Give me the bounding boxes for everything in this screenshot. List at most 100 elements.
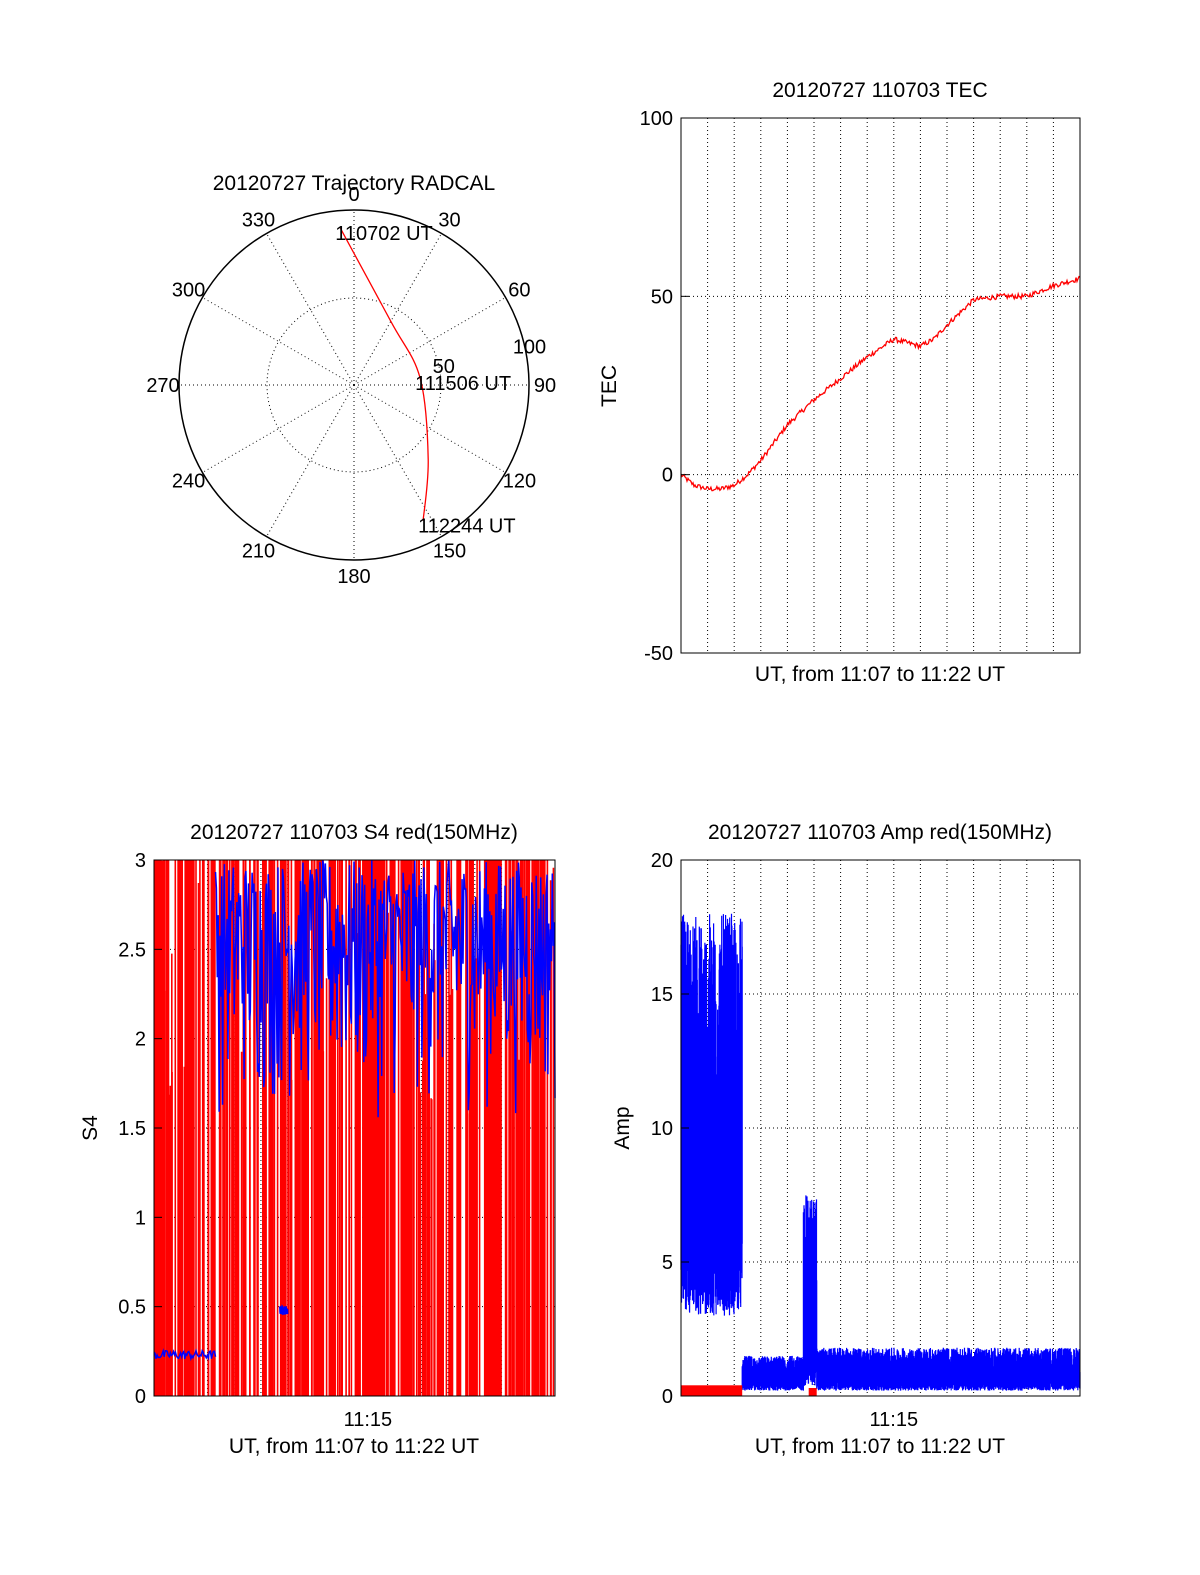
amp-ytick-label: 10 — [651, 1118, 673, 1140]
amp-x-ticks: 11:15 — [870, 1409, 919, 1431]
polar-angle-label: 60 — [508, 280, 530, 302]
s4-red-block — [320, 860, 324, 1396]
trajectory-annotation: 110702 UT — [335, 223, 432, 245]
tec-panel: 20120727 110703 TEC -50 0 50 100 TEC UT, fr… — [598, 79, 1081, 686]
polar-inner-ring — [266, 297, 442, 473]
s4-red-block — [499, 860, 502, 1396]
s4-blue-segment — [278, 1304, 289, 1316]
tec-ytick-label: -50 — [644, 643, 673, 665]
amp-y-label: Amp — [611, 1106, 634, 1149]
polar-angle-label: 300 — [172, 280, 205, 302]
s4-xtick-label: 11:15 — [344, 1409, 393, 1431]
s4-red-block — [187, 860, 192, 1396]
polar-outer-ring — [178, 209, 530, 561]
tec-y-ticks: -50 0 50 100 — [640, 108, 689, 665]
s4-red-block — [488, 860, 493, 1396]
tec-ytick-label: 50 — [651, 286, 673, 308]
s4-panel: 20120727 110703 S4 red(150MHz) 0 0.5 1 1.5 2… — [79, 821, 556, 1458]
tec-ytick-label: 0 — [662, 465, 673, 487]
amp-panel: 20120727 110703 Amp red(150MHz) 0 5 10 15 20… — [611, 821, 1081, 1458]
s4-ytick-label: 0.5 — [118, 1297, 146, 1319]
s4-y-label: S4 — [79, 1115, 102, 1141]
amp-y-ticks: 0 5 10 15 20 — [651, 850, 689, 1408]
s4-red-block — [313, 860, 316, 1396]
s4-red-block — [381, 860, 386, 1396]
amp-x-label: UT, from 11:07 to 11:22 UT — [755, 1435, 1005, 1458]
amp-ytick-label: 5 — [662, 1252, 673, 1274]
polar-spoke — [266, 384, 355, 537]
amp-xtick-label: 11:15 — [870, 1409, 919, 1431]
polar-angle-label: 270 — [146, 375, 179, 397]
polar-angle-labels: 0 30 60 90 120 150 180 210 240 270 300 330 — [146, 184, 556, 588]
trajectory-annotation: 112244 UT — [418, 516, 515, 538]
s4-red-block — [190, 860, 194, 1396]
trajectory-polar-panel: 20120727 Trajectory RADCAL 0 30 60 90 120 150… — [146, 172, 556, 588]
polar-angle-label: 120 — [503, 471, 536, 493]
amp-red-segment — [681, 1385, 743, 1396]
polar-spoke — [353, 233, 442, 386]
polar-angle-label: 30 — [438, 210, 460, 232]
s4-y-ticks: 0 0.5 1 1.5 2 2.5 3 — [118, 850, 162, 1408]
s4-ytick-label: 1.5 — [118, 1118, 146, 1140]
s4-red-block — [294, 860, 298, 1396]
s4-red-block — [372, 860, 379, 1396]
polar-angle-label: 150 — [433, 540, 466, 562]
s4-red-block — [316, 860, 322, 1396]
amp-ytick-label: 0 — [662, 1386, 673, 1408]
s4-ytick-label: 1 — [135, 1207, 146, 1229]
s4-red-block — [456, 860, 462, 1396]
s4-red-block — [389, 860, 395, 1396]
s4-red-block — [493, 860, 499, 1396]
s4-red-block — [483, 860, 491, 1396]
s4-ytick-label: 0 — [135, 1386, 146, 1408]
polar-spoke — [202, 297, 355, 386]
polar-radial-label: 100 — [513, 337, 546, 359]
s4-red-block — [525, 860, 530, 1396]
amp-blue-segment — [816, 1347, 1081, 1391]
amp-ytick-label: 20 — [651, 850, 673, 872]
tec-grid — [681, 118, 1080, 653]
s4-x-ticks: 11:15 — [344, 1409, 393, 1431]
polar-angle-label: 240 — [172, 471, 205, 493]
s4-red-block — [357, 860, 361, 1396]
s4-red-block — [539, 860, 546, 1396]
s4-red-block — [330, 860, 336, 1396]
s4-title: 20120727 110703 S4 red(150MHz) — [190, 821, 518, 844]
s4-ytick-label: 3 — [135, 850, 146, 872]
trajectory-annotation: 111506 UT — [415, 373, 511, 395]
tec-title: 20120727 110703 TEC — [772, 79, 987, 102]
s4-blue-segment — [153, 1348, 217, 1362]
amp-ytick-label: 15 — [651, 984, 673, 1006]
amp-blue-segment — [741, 1355, 804, 1391]
amp-red-series — [681, 1385, 817, 1396]
s4-red-block — [400, 860, 407, 1396]
s4-ytick-label: 2.5 — [118, 939, 146, 961]
s4-red-block — [303, 860, 306, 1396]
amp-title: 20120727 110703 Amp red(150MHz) — [708, 821, 1052, 844]
trajectory-curve — [339, 227, 429, 521]
polar-angle-label: 330 — [242, 210, 275, 232]
s4-red-block — [253, 860, 256, 1396]
polar-radial-labels: 50 100 — [433, 337, 547, 378]
amp-blue-segment — [802, 1195, 818, 1387]
polar-angle-label: 90 — [534, 375, 556, 397]
polar-spoke — [202, 384, 355, 473]
tec-axis-frame — [680, 117, 1081, 654]
s4-blue-series — [153, 860, 556, 1362]
tec-series-line — [680, 275, 1081, 492]
polar-spoke — [266, 233, 355, 386]
s4-red-block — [268, 860, 274, 1396]
polar-spoke — [353, 384, 506, 473]
s4-red-block — [210, 860, 216, 1396]
s4-blue-segment — [214, 860, 556, 1118]
trajectory-annotations: 110702 UT 111506 UT 112244 UT — [335, 223, 515, 538]
s4-red-block — [235, 860, 240, 1396]
s4-red-block — [497, 860, 501, 1396]
s4-red-block — [406, 860, 412, 1396]
polar-radial-label: 50 — [433, 356, 455, 378]
amp-red-segment — [808, 1388, 817, 1396]
polar-angle-label: 210 — [242, 540, 275, 562]
tec-x-label: UT, from 11:07 to 11:22 UT — [755, 663, 1005, 686]
s4-red-block — [329, 860, 332, 1396]
